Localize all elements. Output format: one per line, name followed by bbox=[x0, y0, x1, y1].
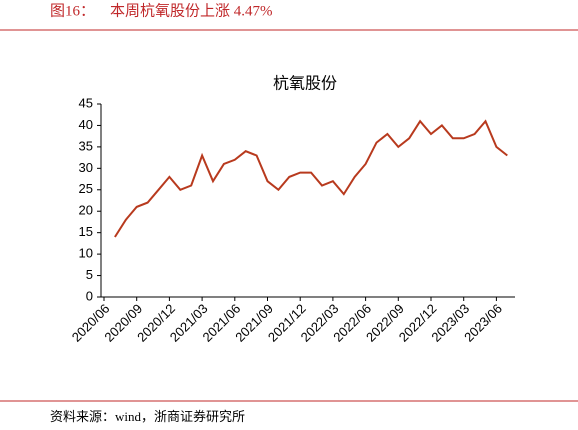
figure-label: 图16： bbox=[50, 2, 95, 19]
y-tick-label: 45 bbox=[79, 95, 93, 110]
y-tick-label: 0 bbox=[86, 288, 93, 303]
source: 资料来源：wind，浙商证券研究所 bbox=[50, 409, 245, 424]
y-tick-label: 15 bbox=[79, 224, 93, 239]
chart-title: 杭氧股份 bbox=[273, 74, 337, 93]
y-tick-label: 10 bbox=[79, 246, 93, 261]
line bbox=[114, 119, 508, 238]
figure-title: 本周杭氧股份上涨 4.47% bbox=[110, 2, 273, 19]
y-tick-label: 40 bbox=[79, 117, 93, 132]
y-tick-label: 30 bbox=[79, 160, 93, 175]
y-tick-label: 20 bbox=[79, 203, 93, 218]
y-tick-label: 5 bbox=[86, 267, 93, 282]
y-tick-label: 25 bbox=[79, 181, 93, 196]
y-tick-label: 35 bbox=[79, 138, 93, 153]
